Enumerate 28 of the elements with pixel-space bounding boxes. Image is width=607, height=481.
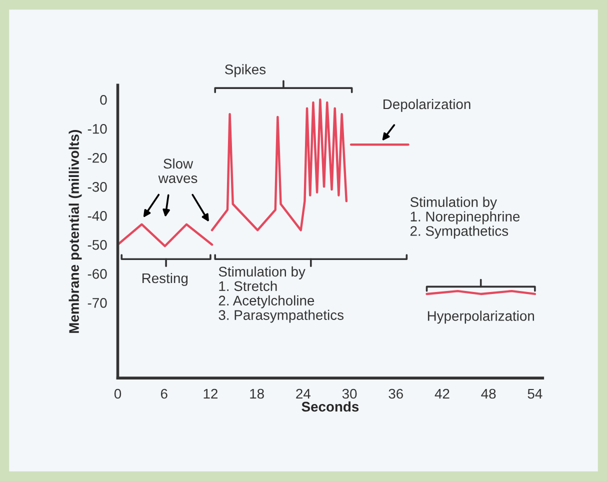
x-tick-label: 48 (481, 388, 496, 399)
y-axis-title: Membrane potential (millivolts) (68, 130, 82, 333)
x-tick-label: 24 (296, 388, 310, 399)
x-tick-label: 0 (114, 388, 122, 399)
x-tick-label: 18 (250, 388, 264, 399)
y-tick-label: -30 (88, 182, 107, 192)
annotation: Depolarization (384, 98, 470, 112)
annotation: Slow waves (158, 158, 198, 184)
y-tick-label: -10 (88, 124, 107, 134)
annotation: Stimulation by 1. Stretch 2. Acetylcholine 3. Parasympathetics (218, 266, 344, 323)
y-tick-label: -50 (88, 240, 107, 250)
annotation: Stimulation by 1. Norepinephrine 2. Sympathetics (410, 196, 520, 239)
text: Spikes (225, 64, 266, 78)
line-series (210, 98, 348, 232)
annotation: Hyperpolarization (428, 310, 534, 324)
x-tick-label: 36 (388, 388, 403, 399)
x-tick-label: 30 (342, 388, 357, 399)
y-tick-label: -40 (88, 210, 107, 221)
x-tick-label: 6 (160, 388, 168, 399)
y-tick-label: -70 (88, 298, 107, 308)
y-tick-label: -60 (88, 268, 107, 279)
y-tick-label: 0 (100, 94, 107, 105)
x-tick-label: 54 (528, 388, 542, 399)
x-axis-title: Seconds (302, 401, 359, 412)
y-tick-label: -20 (88, 152, 107, 163)
annotation: Resting (142, 272, 188, 286)
x-tick-label: 12 (204, 388, 218, 399)
x-tick-label: 42 (434, 388, 450, 399)
